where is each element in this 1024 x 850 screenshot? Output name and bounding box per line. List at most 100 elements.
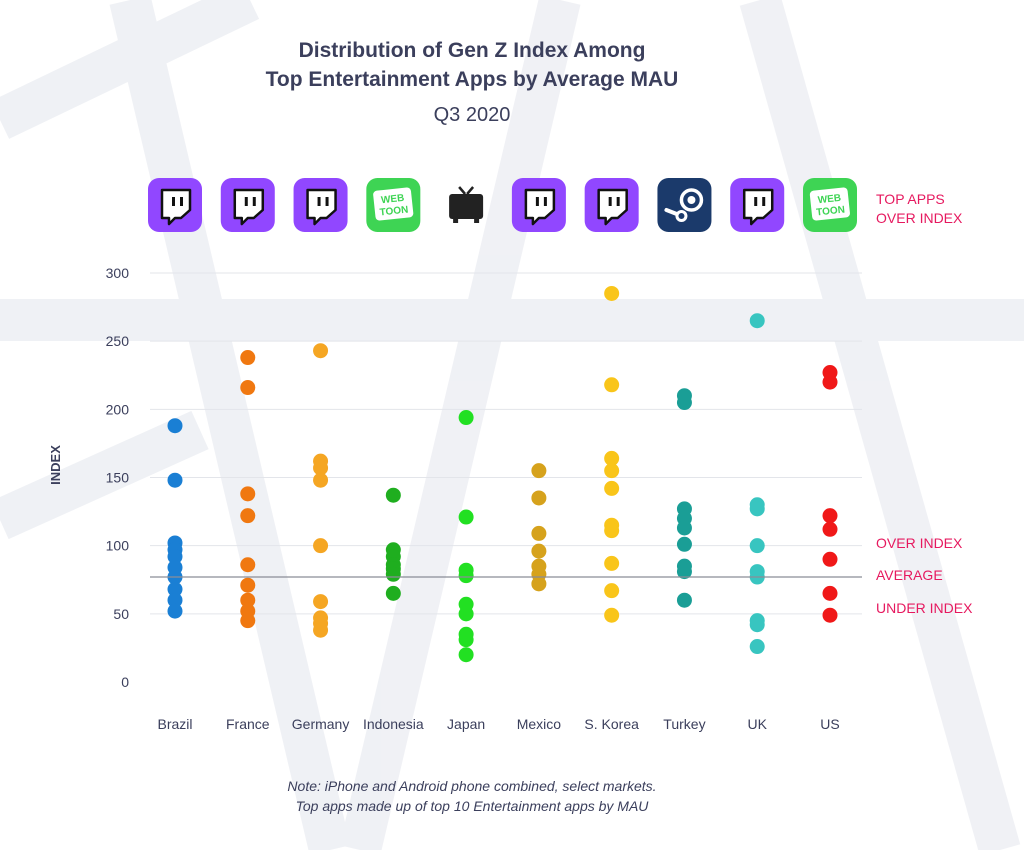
x-tick-label: UK	[747, 716, 767, 732]
data-point	[822, 607, 838, 623]
data-point	[385, 487, 401, 503]
y-tick-label: 250	[106, 333, 130, 349]
data-point	[458, 509, 474, 525]
svg-text:WEB: WEB	[381, 193, 405, 206]
data-point	[240, 613, 256, 629]
twitch-icon	[220, 178, 275, 232]
data-point	[240, 350, 256, 366]
x-tick-label: Japan	[447, 716, 485, 732]
data-point	[240, 486, 256, 502]
footnote: Note: iPhone and Android phone combined,…	[0, 776, 944, 816]
data-point	[676, 395, 692, 411]
data-point	[749, 313, 765, 329]
x-tick-label: US	[820, 716, 839, 732]
data-point	[240, 557, 256, 573]
data-point	[749, 538, 765, 554]
title-line-1: Distribution of Gen Z Index Among	[298, 39, 646, 62]
data-point	[385, 566, 401, 582]
chart-title: Distribution of Gen Z Index Among Top En…	[0, 36, 944, 94]
data-point	[749, 617, 765, 633]
svg-text:TOON: TOON	[379, 204, 409, 218]
x-tick-label: Brazil	[157, 716, 192, 732]
data-point	[676, 536, 692, 552]
data-point	[240, 508, 256, 524]
y-tick-label: 200	[106, 401, 130, 417]
data-point	[458, 647, 474, 663]
data-point	[604, 480, 620, 496]
data-point	[240, 577, 256, 593]
data-point	[167, 603, 183, 619]
chart-subtitle: Q3 2020	[433, 104, 511, 126]
data-point	[749, 501, 765, 517]
data-point	[676, 520, 692, 536]
top-apps-label: TOP APPS OVER INDEX	[876, 190, 962, 228]
data-point	[531, 525, 547, 541]
data-point	[676, 592, 692, 608]
data-point	[313, 460, 329, 476]
data-point	[604, 377, 620, 393]
top-apps-label-line-1: TOP APPS	[876, 191, 945, 207]
data-point	[822, 521, 838, 537]
data-point	[676, 564, 692, 580]
data-point	[313, 538, 329, 554]
svg-text:WEB: WEB	[817, 193, 841, 206]
y-axis-label: INDEX	[48, 445, 63, 485]
data-point	[604, 285, 620, 301]
data-point	[167, 418, 183, 434]
data-point	[458, 410, 474, 426]
under-index-label: UNDER INDEX	[876, 600, 973, 616]
data-point	[240, 380, 256, 396]
title-line-2: Top Entertainment Apps by Average MAU	[265, 68, 679, 91]
steam-icon	[657, 178, 712, 232]
twitch-icon	[148, 178, 202, 232]
y-tick-label: 50	[113, 606, 129, 622]
x-tick-label: France	[226, 716, 270, 732]
data-point	[167, 472, 183, 488]
x-tick-label: S. Korea	[584, 716, 639, 732]
data-point	[313, 472, 329, 488]
data-point	[313, 594, 329, 610]
x-tick-label: Mexico	[517, 716, 562, 732]
data-point	[167, 549, 183, 565]
data-point	[822, 585, 838, 601]
data-point	[385, 585, 401, 601]
footnote-line-2: Top apps made up of top 10 Entertainment…	[295, 798, 649, 814]
data-point	[604, 450, 620, 466]
footnote-line-1: Note: iPhone and Android phone combined,…	[287, 778, 657, 794]
data-point	[604, 583, 620, 599]
y-tick-label: 100	[106, 538, 130, 554]
svg-text:TOON: TOON	[816, 204, 846, 218]
data-point	[531, 490, 547, 506]
data-point	[458, 568, 474, 584]
data-point	[822, 508, 838, 524]
twitch-icon	[730, 178, 785, 232]
data-point	[313, 622, 329, 638]
data-point	[458, 606, 474, 622]
data-point	[240, 592, 256, 608]
data-point	[822, 551, 838, 567]
data-point	[458, 632, 474, 648]
top-apps-label-line-2: OVER INDEX	[876, 210, 963, 226]
data-point	[749, 639, 765, 655]
y-tick-label: 150	[106, 470, 130, 486]
data-point	[167, 581, 183, 597]
data-point	[313, 343, 329, 359]
data-point	[531, 576, 547, 592]
over-index-label: OVER INDEX	[876, 535, 963, 551]
x-tick-label: Turkey	[663, 716, 705, 732]
data-point	[604, 555, 620, 571]
data-point	[604, 463, 620, 479]
average-label: AVERAGE	[876, 567, 943, 583]
data-point	[531, 543, 547, 559]
data-point	[167, 592, 183, 608]
twitch-icon	[511, 178, 566, 232]
twitch-icon	[293, 178, 348, 232]
data-point	[604, 607, 620, 623]
tv-icon	[449, 186, 484, 223]
